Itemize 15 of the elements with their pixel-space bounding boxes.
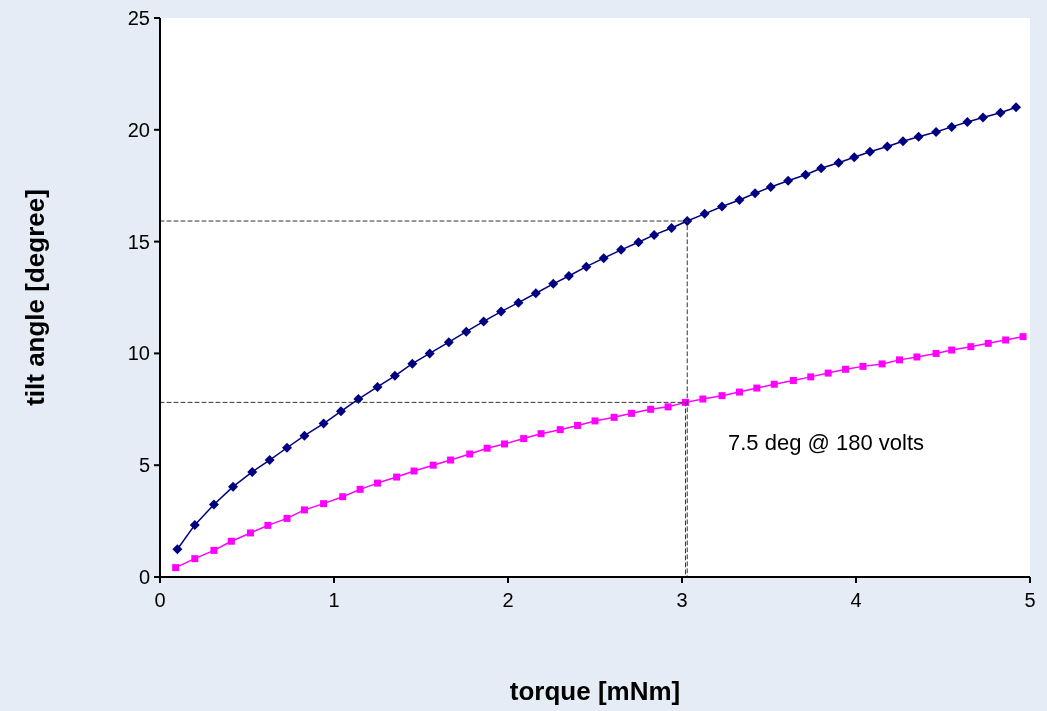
y-tick-label: 5: [138, 454, 150, 477]
y-tick-label: 15: [127, 230, 150, 253]
x-axis-title: torque [mNm]: [509, 676, 681, 706]
y-axis-title: tilt angle [degree]: [20, 189, 50, 406]
x-tick-label: 4: [850, 589, 862, 611]
y-tick-label: 10: [127, 342, 150, 365]
y-tick-label: 0: [138, 566, 150, 588]
x-tick-label: 2: [502, 589, 514, 611]
x-tick-label: 5: [1024, 589, 1036, 611]
x-tick-label: 1: [328, 589, 340, 611]
y-tick-label: 25: [127, 7, 150, 29]
annotation: 7.5 deg @ 180 volts: [728, 430, 925, 455]
x-tick-label: 3: [676, 589, 688, 611]
x-tick-label: 0: [154, 589, 166, 611]
y-tick-label: 20: [127, 118, 150, 141]
